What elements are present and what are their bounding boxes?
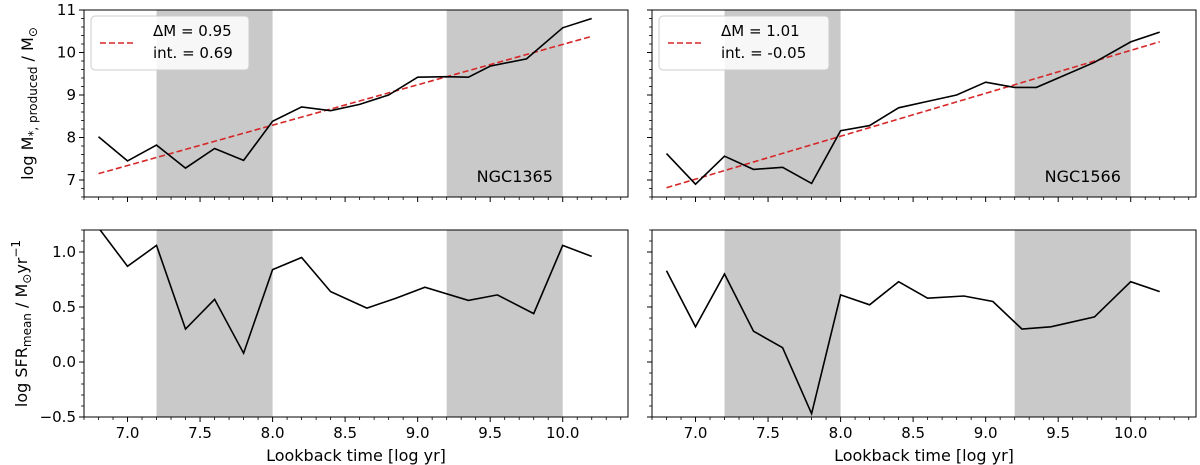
fit-line (98, 35, 592, 175)
legend-slope-text: ΔM = 0.95 (153, 22, 232, 40)
y-tick-label: 11 (57, 1, 76, 19)
x-tick-label: 7.5 (188, 424, 212, 442)
legend-slope-text: ΔM = 1.01 (721, 22, 800, 40)
x-axis-label: Lookback time [log yr] (266, 446, 446, 465)
y-label-subscript: *, produced (26, 67, 40, 137)
x-tick-label: 9.5 (478, 424, 502, 442)
y-tick-label: 1.0 (52, 243, 76, 261)
x-tick-label: 7.0 (116, 424, 140, 442)
shaded-band (156, 230, 273, 417)
y-label-subscript: mean (20, 313, 34, 347)
y-tick-label: −0.5 (40, 408, 76, 426)
y-tick-label: 7 (66, 171, 76, 189)
y-tick-label: 10 (57, 44, 76, 62)
x-tick-label: 8.5 (901, 424, 925, 442)
x-tick-label: 7.0 (684, 424, 708, 442)
shaded-band (724, 230, 841, 417)
panel-top-left: 7 8 9 10 11 NGC1365 ΔM = 0.95 int. = 0.69 log M*… (18, 1, 629, 202)
x-tick-label: 7.5 (756, 424, 780, 442)
series-line-sfr (99, 230, 592, 356)
shaded-band (446, 10, 563, 197)
y-tick-label: 8 (66, 129, 76, 147)
shaded-band (1014, 230, 1131, 417)
y-tick-label: 0.5 (52, 298, 76, 316)
panel-top-right: NGC1566 ΔM = 1.01 int. = -0.05 (647, 9, 1197, 202)
fit-line (666, 41, 1160, 189)
y-label-unit: yr (12, 257, 31, 273)
y-label-main: log SFR (12, 347, 31, 407)
x-tick-label: 8.5 (333, 424, 357, 442)
y-label-sun: ⊙ (26, 27, 40, 37)
x-tick-label: 8.0 (261, 424, 285, 442)
x-tick-label: 10.0 (1114, 424, 1147, 442)
y-label-sun: ⊙ (20, 274, 34, 284)
galaxy-label: NGC1365 (477, 167, 553, 186)
legend-box (90, 15, 250, 71)
shaded-band (1014, 10, 1131, 197)
x-axis-label: Lookback time [log yr] (834, 446, 1014, 465)
series-line-mass (665, 31, 1160, 186)
y-label-main: log M (18, 137, 37, 180)
y-axis-label: log M*, produced / M⊙ (18, 27, 40, 180)
x-tick-label: 10.0 (546, 424, 579, 442)
y-axis-label: log SFRmean / M⊙yr−1 (9, 240, 34, 407)
y-tick-label: 9 (66, 86, 76, 104)
panel-bottom-left: 7.0 7.5 8.0 8.5 9.0 9.5 10.0 −0.5 0.0 0.5 1.0 Lookb… (9, 229, 629, 465)
x-tick-label: 8.0 (829, 424, 853, 442)
y-label-superscript: −1 (9, 240, 23, 258)
x-tick-label: 9.5 (1046, 424, 1070, 442)
galaxy-label: NGC1566 (1045, 167, 1121, 186)
y-label-tail: / M (12, 284, 31, 313)
y-tick-label: 0.0 (52, 353, 76, 371)
panel-bottom-right: 7.0 7.5 8.0 8.5 9.0 9.5 10.0 Lookback time [log… (647, 229, 1197, 465)
x-tick-label: 9.0 (974, 424, 998, 442)
axes-frame (651, 229, 1197, 418)
legend: ΔM = 0.95 int. = 0.69 (90, 15, 250, 71)
x-tick-label: 9.0 (406, 424, 430, 442)
series-line-mass (97, 17, 592, 170)
shaded-band (446, 230, 563, 417)
legend-box (658, 15, 830, 71)
axes-frame (83, 229, 629, 418)
legend-intercept-text: int. = 0.69 (153, 44, 233, 62)
legend: ΔM = 1.01 int. = -0.05 (658, 15, 830, 71)
legend-intercept-text: int. = -0.05 (721, 44, 806, 62)
y-label-tail: / M (18, 37, 37, 66)
series-line-sfr (665, 270, 1160, 417)
